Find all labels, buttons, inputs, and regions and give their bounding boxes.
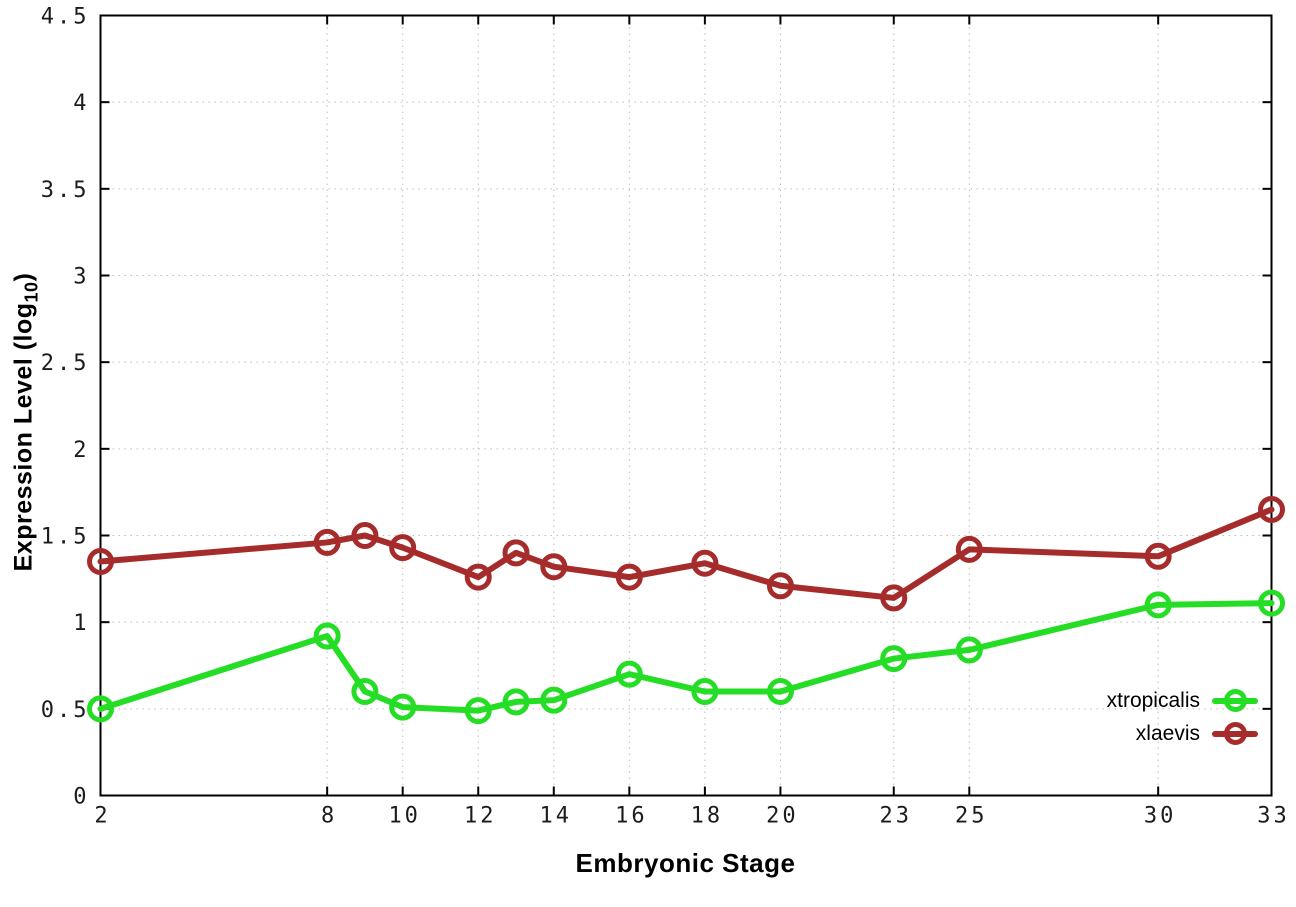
x-tick-label: 2	[94, 804, 110, 829]
legend: xtropicalis xlaevis	[1107, 684, 1258, 750]
series-xlaevis-data-point-marker	[540, 553, 568, 581]
y-tick-label: 0.5	[41, 698, 90, 723]
series-xtropicalis-data-point-marker	[880, 645, 908, 673]
series-xtropicalis-data-point-marker	[389, 693, 417, 721]
series-xtropicalis-line	[97, 600, 1275, 714]
series-xtropicalis-data-point-marker	[615, 660, 643, 688]
legend-circle-sample	[1223, 689, 1247, 712]
y-axis-title-suffix: )	[9, 272, 38, 282]
series-xlaevis-data-point-marker	[880, 584, 908, 612]
xlaevis-series-marker-icon	[1212, 721, 1258, 747]
series-xtropicalis-data-point-marker	[1144, 591, 1172, 619]
series-xlaevis-data-point-marker	[464, 563, 492, 591]
series-xlaevis-data-point-marker	[313, 528, 341, 556]
legend-label-xlaevis: xlaevis	[1135, 721, 1200, 745]
x-tick-label: 16	[615, 804, 648, 829]
x-tick-label: 30	[1144, 804, 1177, 829]
series-xlaevis-line	[97, 506, 1275, 601]
series-xlaevis-data-point-marker	[615, 563, 643, 591]
series-xtropicalis-data-point-marker	[351, 678, 379, 705]
series-xtropicalis-data-point-marker	[502, 688, 530, 716]
gridlines	[100, 15, 1272, 796]
series-xlaevis-data-point-marker	[691, 549, 719, 577]
y-tick-label: 1.5	[41, 525, 90, 550]
y-axis-title-text: Expression Level (log	[9, 302, 38, 572]
series-xlaevis-data-point-marker	[87, 548, 114, 575]
series-xtropicalis-data-point-marker	[1258, 589, 1285, 617]
y-tick-label: 3.5	[41, 178, 90, 203]
y-tick-label: 1	[73, 611, 89, 636]
series-xlaevis-data-point-marker	[955, 535, 983, 563]
legend-circle-sample	[1223, 722, 1247, 745]
x-tick-label: 12	[464, 804, 497, 829]
y-tick-label: 2	[73, 438, 89, 463]
y-tick-label: 0	[73, 785, 89, 810]
series-xtropicalis-data-point-marker	[540, 686, 568, 714]
axis-ticks	[99, 14, 1273, 797]
series-xlaevis-data-point-marker	[389, 534, 417, 562]
y-tick-labels: 0 0.5 1 1.5 2 2.5 3 3.5 4 4.5	[41, 5, 90, 810]
legend-label-xtropicalis: xtropicalis	[1106, 688, 1200, 712]
series-xlaevis-data-point-marker	[1144, 542, 1172, 570]
y-axis-title-subscript: 10	[21, 281, 42, 303]
y-tick-label: 4.5	[41, 5, 90, 30]
series-xlaevis-data-point-marker	[1258, 496, 1285, 523]
series-xtropicalis-data-point-marker	[464, 697, 492, 725]
series-xlaevis-data-point-marker	[766, 572, 794, 600]
series-xtropicalis-data-point-marker	[766, 678, 794, 705]
series-xlaevis-data-point-marker	[502, 539, 530, 567]
x-tick-label: 33	[1257, 804, 1290, 829]
x-tick-label: 8	[321, 804, 337, 829]
series-xtropicalis-data-point-marker	[313, 622, 341, 650]
series-xtropicalis-data-point-marker	[87, 695, 114, 723]
y-tick-label: 3	[73, 265, 89, 290]
x-tick-label: 23	[880, 804, 913, 829]
x-tick-label: 20	[766, 804, 799, 829]
y-tick-label: 4	[73, 91, 89, 116]
series-xtropicalis-data-point-marker	[691, 678, 719, 705]
x-tick-label: 18	[691, 804, 724, 829]
y-axis-title: Expression Level (log10)	[10, 273, 43, 572]
xtropicalis-series-marker-icon	[1212, 688, 1258, 714]
legend-item-xlaevis: xlaevis	[1136, 717, 1258, 750]
x-axis-title: Embryonic Stage	[575, 848, 796, 878]
x-tick-label: 10	[388, 804, 421, 829]
series-xtropicalis-data-point-marker	[955, 636, 983, 664]
series-xlaevis-data-point-marker	[351, 522, 379, 549]
series-xtropicalis	[87, 589, 1285, 725]
legend-item-xtropicalis: xtropicalis	[1107, 684, 1258, 717]
y-tick-label: 2.5	[41, 351, 90, 376]
plot-border	[99, 14, 1273, 797]
series-xlaevis	[87, 496, 1285, 612]
x-tick-label: 14	[540, 804, 573, 829]
x-tick-labels: 2 8 10 12 14 16 18 20 23 25 30 33	[94, 804, 1290, 829]
x-tick-label: 25	[955, 804, 988, 829]
